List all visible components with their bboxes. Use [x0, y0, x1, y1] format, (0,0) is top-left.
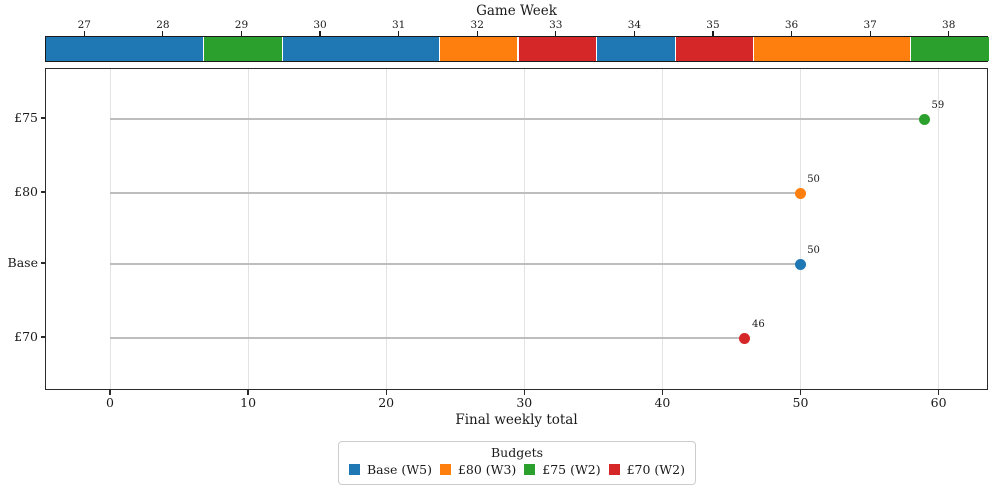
- x-tick-label: 20: [378, 395, 395, 410]
- x-tick-label: 10: [240, 395, 257, 410]
- lollipop-stem: [109, 262, 801, 266]
- x-tick-label: 50: [792, 395, 809, 410]
- x-tick-mark: [799, 390, 802, 395]
- legend-entries: Base (W5) £80 (W3) £75 (W2) £70 (W2): [349, 462, 685, 477]
- gameweek-tick-label: 32: [470, 19, 484, 31]
- legend-entry-label: Base (W5): [367, 462, 432, 477]
- legend-entry: Base (W5): [349, 462, 432, 477]
- gameweek-tick-mark: [319, 31, 321, 36]
- value-label: 50: [807, 174, 820, 185]
- gameweek-tick-mark: [240, 31, 243, 36]
- value-label: 59: [931, 100, 945, 111]
- gameweek-tick-mark: [555, 31, 557, 36]
- lollipop-dot: [794, 187, 806, 199]
- gameweek-segment: [910, 37, 989, 61]
- gameweek-tick-mark: [476, 31, 478, 36]
- gameweek-tick-label: 35: [706, 19, 720, 31]
- gridline: [385, 69, 387, 389]
- x-tick-mark: [385, 390, 387, 395]
- x-tick-mark: [109, 390, 111, 395]
- gameweek-strip: [45, 36, 989, 62]
- gameweek-segment: [517, 37, 597, 61]
- value-label: 50: [807, 245, 820, 256]
- gameweek-segment: [674, 37, 754, 61]
- gameweek-segment: [596, 37, 675, 61]
- gameweek-segment: [46, 37, 204, 61]
- lollipop-dot: [918, 113, 930, 125]
- y-tick-mark: [40, 191, 45, 193]
- legend-entry: £70 (W2): [608, 462, 685, 477]
- lollipop-stem: [109, 191, 801, 195]
- gameweek-tick-mark: [633, 31, 635, 36]
- x-axis-label: Final weekly total: [455, 412, 578, 428]
- y-tick-mark: [40, 336, 45, 338]
- legend-swatch: [524, 464, 536, 475]
- gameweek-segment: [438, 37, 518, 61]
- y-tick-label: Base: [7, 255, 38, 270]
- gameweek-tick-label: 27: [77, 19, 91, 31]
- legend-swatch: [439, 464, 451, 475]
- x-tick-mark: [523, 390, 525, 395]
- lollipop-stem: [109, 336, 745, 340]
- legend-entry: £75 (W2): [524, 462, 601, 477]
- gameweek-tick-label: 33: [549, 19, 563, 31]
- gameweek-segment: [753, 37, 911, 61]
- gameweek-tick-mark: [869, 31, 871, 36]
- legend-swatch: [608, 464, 620, 475]
- x-tick-mark: [661, 390, 664, 395]
- gameweek-segment: [203, 37, 282, 61]
- gridline: [247, 69, 249, 389]
- plot-area: 59 50 50 46: [45, 68, 988, 390]
- x-tick-mark: [247, 390, 249, 395]
- legend-entry-label: £80 (W3): [457, 462, 517, 477]
- gridline: [662, 69, 664, 389]
- gameweek-tick-mark: [948, 31, 950, 36]
- gameweek-tick-label: 37: [863, 19, 877, 31]
- legend-entry-label: £70 (W2): [626, 462, 685, 477]
- gridline: [109, 69, 111, 389]
- gridline: [524, 69, 525, 389]
- x-tick-label: 60: [930, 395, 947, 410]
- y-tick-mark: [40, 117, 45, 119]
- gameweek-segment: [281, 37, 439, 61]
- gameweek-tick-mark: [162, 31, 164, 36]
- x-tick-label: 0: [106, 395, 114, 410]
- gameweek-tick-label: 36: [784, 19, 799, 31]
- gameweek-tick-label: 34: [627, 19, 642, 31]
- gameweek-tick-label: 30: [313, 19, 327, 31]
- gameweek-tick-mark: [398, 31, 400, 36]
- legend-swatch: [349, 464, 360, 475]
- y-tick-label: £75: [14, 110, 38, 125]
- gridline: [800, 69, 802, 389]
- lollipop-stem: [109, 117, 925, 121]
- gameweek-tick-label: 38: [942, 19, 956, 31]
- legend-entry: £80 (W3): [439, 462, 517, 477]
- gameweek-tick-label: 28: [156, 19, 170, 31]
- y-tick-label: £70: [14, 329, 38, 344]
- gameweek-tick-label: 31: [391, 19, 406, 31]
- gameweek-tick-mark: [83, 31, 85, 36]
- gameweek-tick-mark: [790, 31, 793, 36]
- y-tick-label: £80: [14, 184, 38, 199]
- x-tick-label: 30: [516, 395, 533, 410]
- y-tick-mark: [40, 262, 45, 264]
- x-tick-mark: [937, 390, 940, 395]
- gridline: [938, 69, 940, 389]
- legend-entry-label: £75 (W2): [542, 462, 601, 477]
- x-tick-label: 40: [654, 395, 671, 410]
- legend-title: Budgets: [490, 445, 544, 460]
- legend: Budgets Base (W5) £80 (W3) £75 (W2) £70 (W2…: [338, 441, 696, 485]
- gameweek-tick-mark: [712, 31, 714, 36]
- gameweek-axis-title: Game Week: [476, 3, 557, 19]
- lollipop-dot: [794, 258, 806, 270]
- lollipop-dot: [739, 332, 751, 344]
- gameweek-tick-label: 29: [234, 19, 249, 31]
- value-label: 46: [751, 319, 765, 330]
